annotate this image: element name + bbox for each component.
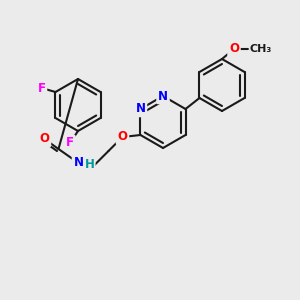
Text: N: N [158,89,168,103]
Text: F: F [38,82,46,94]
Text: H: H [85,158,94,172]
Text: O: O [40,133,50,146]
Text: N: N [136,103,146,116]
Text: F: F [66,136,74,149]
Text: O: O [118,130,128,143]
Text: O: O [229,43,239,56]
Text: CH₃: CH₃ [250,44,272,54]
Text: N: N [74,157,83,169]
